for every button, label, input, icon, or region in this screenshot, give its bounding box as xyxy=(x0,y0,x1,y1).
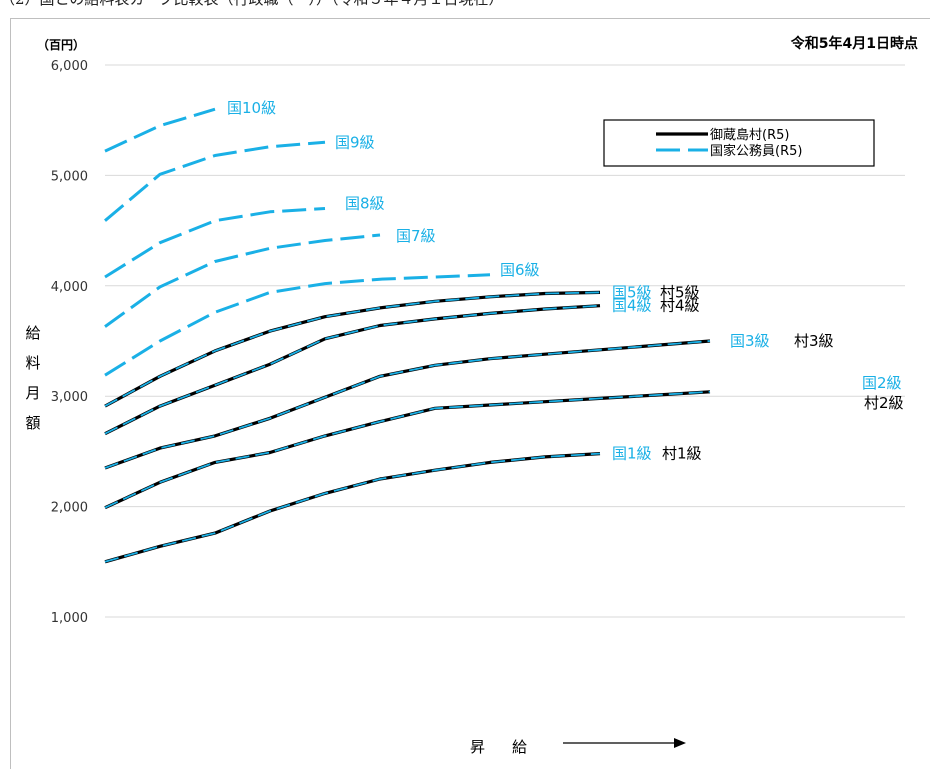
y-axis-label-char: 給 xyxy=(25,324,41,342)
series-label: 国9級 xyxy=(335,133,375,151)
national-series-line xyxy=(104,390,711,509)
x-axis-label: 昇 給 xyxy=(470,738,534,756)
y-axis-label-char: 月 xyxy=(25,384,41,402)
village-series-label: 村1級 xyxy=(662,445,702,463)
village-series-label: 村3級 xyxy=(794,332,834,350)
national-series-line xyxy=(104,207,326,279)
x-axis-arrowhead xyxy=(674,738,686,748)
series-label: 国4級 xyxy=(612,297,652,315)
national-series-line xyxy=(104,233,381,328)
village-series-line xyxy=(104,304,601,436)
series-label: 国3級 xyxy=(730,332,770,350)
chart-caption: （2）国との給料表カーブ比較表（行政職（一））（令和５年４月１日現在） xyxy=(0,0,504,9)
y-tick-label: 4,000 xyxy=(51,280,88,295)
y-axis-label-char: 料 xyxy=(25,354,41,372)
village-series-label: 村2級 xyxy=(864,394,904,412)
legend xyxy=(603,119,875,167)
national-series-line xyxy=(104,291,601,407)
series-label: 国2級 xyxy=(862,374,902,392)
y-unit-label: （百円） xyxy=(37,38,86,52)
series-label: 国10級 xyxy=(227,99,276,117)
y-axis-label: 給 料 月 額 xyxy=(22,318,44,438)
y-tick-label: 3,000 xyxy=(51,390,88,405)
national-series-line xyxy=(104,340,711,469)
series-label: 国5級 xyxy=(612,283,652,301)
y-tick-label: 5,000 xyxy=(51,169,88,184)
as-of-label: 令和5年4月1日時点 xyxy=(790,36,918,52)
chart-frame xyxy=(10,18,930,769)
y-axis-label-char: 額 xyxy=(25,414,41,432)
y-tick-label: 1,000 xyxy=(51,611,88,626)
national-series-line xyxy=(104,304,601,435)
legend-national-label: 国家公務員(R5) xyxy=(710,143,802,159)
village-series-label: 村4級 xyxy=(660,297,700,315)
y-tick-label: 6,000 xyxy=(51,59,88,74)
national-series-line xyxy=(104,140,326,222)
series-label: 国8級 xyxy=(345,195,385,213)
national-series-line xyxy=(104,107,216,153)
legend-village-label: 御蔵島村(R5) xyxy=(710,128,789,143)
village-series-line xyxy=(104,452,601,564)
series-label: 国7級 xyxy=(396,227,436,245)
series-label: 国6級 xyxy=(500,261,540,279)
national-series-line xyxy=(104,273,491,377)
y-tick-label: 2,000 xyxy=(51,501,88,516)
national-series-line xyxy=(104,452,601,563)
village-series-label: 村5級 xyxy=(660,283,700,301)
series-label: 国1級 xyxy=(612,445,652,463)
